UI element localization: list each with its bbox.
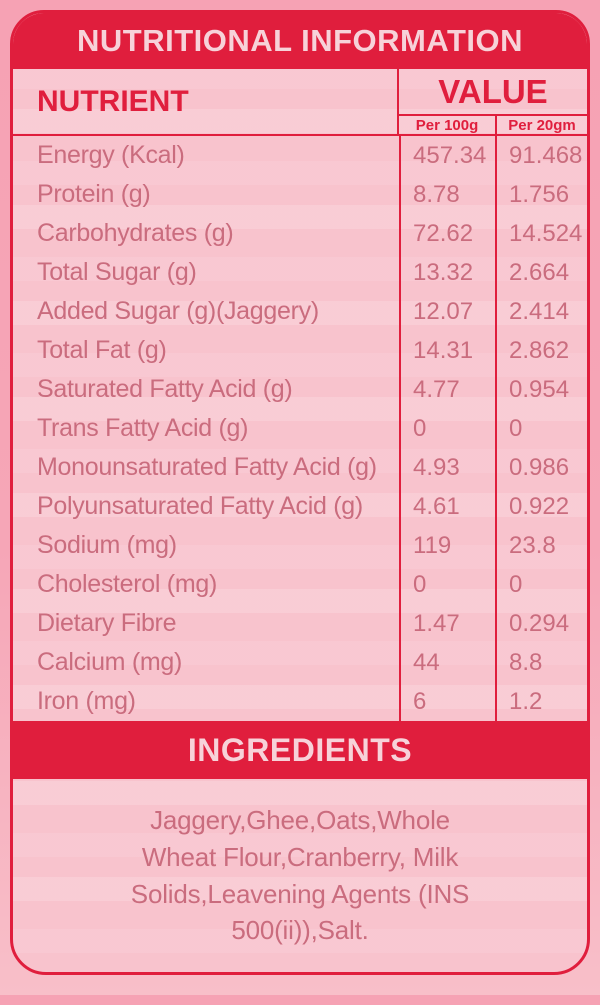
per-100g-value-cell: 4.93 bbox=[399, 448, 495, 487]
table-header: NUTRIENT VALUE Per 100g Per 20gm bbox=[13, 69, 587, 136]
per-100g-value-cell: 6 bbox=[399, 682, 495, 721]
ingredients-heading: INGREDIENTS bbox=[187, 731, 413, 768]
nutrient-name-cell: Polyunsaturated Fatty Acid (g) bbox=[37, 492, 363, 520]
nutrient-name-cell: Iron (mg) bbox=[37, 687, 136, 715]
per-100g-value-cell: 4.77 bbox=[399, 370, 495, 409]
table-row: Trans Fatty Acid (g) 0 0 bbox=[13, 409, 587, 448]
nutrient-name-cell: Saturated Fatty Acid (g) bbox=[37, 375, 293, 403]
per-20gm-value-cell: 2.862 bbox=[495, 331, 587, 370]
table-row: Calcium (mg) 44 8.8 bbox=[13, 643, 587, 682]
value-column-group: VALUE Per 100g Per 20gm bbox=[399, 69, 587, 134]
per-20gm-value-cell: 0 bbox=[495, 409, 587, 448]
value-column-header: VALUE bbox=[399, 69, 587, 116]
nutrition-title: NUTRITIONAL INFORMATION bbox=[76, 23, 524, 58]
per-20gm-value-cell: 2.414 bbox=[495, 292, 587, 331]
nutrient-name-cell: Carbohydrates (g) bbox=[37, 219, 234, 247]
per-20gm-value-cell: 14.524 bbox=[495, 214, 587, 253]
per-100g-value-cell: 8.78 bbox=[399, 175, 495, 214]
per-100g-value-cell: 14.31 bbox=[399, 331, 495, 370]
per-100g-value-cell: 119 bbox=[399, 526, 495, 565]
table-row: Total Fat (g) 14.31 2.862 bbox=[13, 331, 587, 370]
per-20gm-value-cell: 91.468 bbox=[495, 136, 587, 175]
table-row: Energy (Kcal) 457.34 91.468 bbox=[13, 136, 587, 175]
nutrition-label-card: NUTRITIONAL INFORMATION NUTRIENT VALUE P… bbox=[10, 10, 590, 975]
table-row: Saturated Fatty Acid (g) 4.77 0.954 bbox=[13, 370, 587, 409]
per-100g-subheader: Per 100g bbox=[415, 116, 479, 134]
per-20gm-value-cell: 1.756 bbox=[495, 175, 587, 214]
nutrient-name-cell: Trans Fatty Acid (g) bbox=[37, 414, 249, 442]
nutrition-title-banner: NUTRITIONAL INFORMATION bbox=[13, 13, 587, 69]
table-row: Added Sugar (g)(Jaggery) 12.07 2.414 bbox=[13, 292, 587, 331]
nutrient-name-cell: Calcium (mg) bbox=[37, 648, 183, 676]
table-row: Dietary Fibre 1.47 0.294 bbox=[13, 604, 587, 643]
per-100g-value-cell: 1.47 bbox=[399, 604, 495, 643]
ingredients-text: Jaggery,Ghee,Oats,Whole Wheat Flour,Cran… bbox=[130, 804, 470, 946]
nutrient-name-cell: Dietary Fibre bbox=[37, 609, 177, 637]
nutrient-name-cell: Total Fat (g) bbox=[37, 336, 167, 364]
value-subheader-row: Per 100g Per 20gm bbox=[399, 116, 587, 134]
per-100g-value-cell: 457.34 bbox=[399, 136, 495, 175]
table-row: Sodium (mg) 119 23.8 bbox=[13, 526, 587, 565]
table-row: Protein (g) 8.78 1.756 bbox=[13, 175, 587, 214]
table-row: Iron (mg) 6 1.2 bbox=[13, 682, 587, 721]
nutrient-name-cell: Sodium (mg) bbox=[37, 531, 177, 559]
table-row: Carbohydrates (g) 72.62 14.524 bbox=[13, 214, 587, 253]
nutrient-name-cell: Cholesterol (mg) bbox=[37, 570, 217, 598]
per-20gm-value-cell: 8.8 bbox=[495, 643, 587, 682]
table-body: Energy (Kcal) 457.34 91.468 Protein (g) … bbox=[13, 136, 587, 721]
per-20gm-value-cell: 23.8 bbox=[495, 526, 587, 565]
nutrient-name-cell: Protein (g) bbox=[37, 180, 151, 208]
table-row: Polyunsaturated Fatty Acid (g) 4.61 0.92… bbox=[13, 487, 587, 526]
per-100g-value-cell: 12.07 bbox=[399, 292, 495, 331]
nutrient-name-cell: Total Sugar (g) bbox=[37, 258, 197, 286]
per-100g-value-cell: 44 bbox=[399, 643, 495, 682]
nutrient-column-header: NUTRIENT bbox=[13, 69, 399, 134]
per-100g-value-cell: 13.32 bbox=[399, 253, 495, 292]
per-20gm-value-cell: 0 bbox=[495, 565, 587, 604]
nutrient-name-cell: Energy (Kcal) bbox=[37, 141, 185, 169]
table-row: Cholesterol (mg) 0 0 bbox=[13, 565, 587, 604]
per-100g-value-cell: 0 bbox=[399, 565, 495, 604]
ingredients-section: Jaggery,Ghee,Oats,Whole Wheat Flour,Cran… bbox=[13, 779, 587, 972]
ingredients-banner: INGREDIENTS bbox=[13, 721, 587, 779]
table-row: Total Sugar (g) 13.32 2.664 bbox=[13, 253, 587, 292]
per-100g-value-cell: 72.62 bbox=[399, 214, 495, 253]
nutrient-name-cell: Added Sugar (g)(Jaggery) bbox=[37, 297, 319, 325]
per-20gm-value-cell: 0.986 bbox=[495, 448, 587, 487]
per-20gm-value-cell: 0.294 bbox=[495, 604, 587, 643]
per-20gm-subheader: Per 20gm bbox=[495, 116, 587, 134]
per-20gm-value-cell: 2.664 bbox=[495, 253, 587, 292]
nutrient-name-cell: Monounsaturated Fatty Acid (g) bbox=[37, 453, 377, 481]
table-row: Monounsaturated Fatty Acid (g) 4.93 0.98… bbox=[13, 448, 587, 487]
per-20gm-value-cell: 0.954 bbox=[495, 370, 587, 409]
per-100g-value-cell: 4.61 bbox=[399, 487, 495, 526]
per-100g-value-cell: 0 bbox=[399, 409, 495, 448]
per-20gm-value-cell: 0.922 bbox=[495, 487, 587, 526]
per-20gm-value-cell: 1.2 bbox=[495, 682, 587, 721]
